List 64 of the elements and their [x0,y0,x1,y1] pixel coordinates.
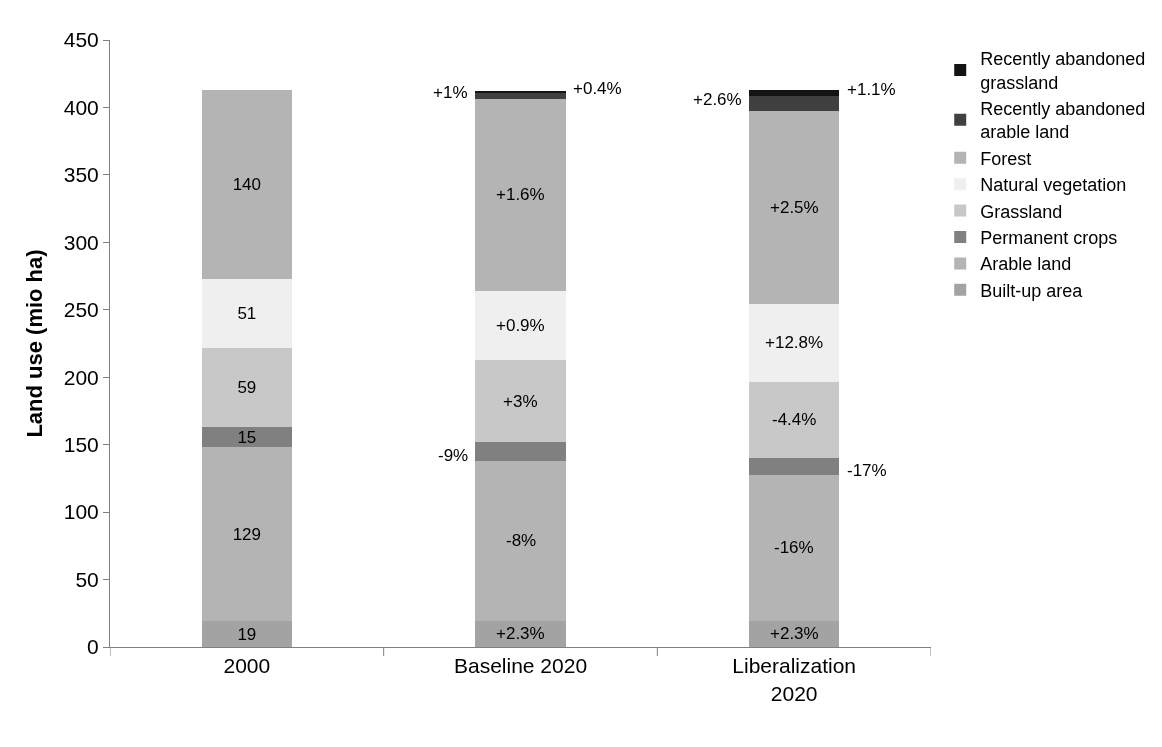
bar [201,347,292,428]
legend-label: Forest [980,148,1032,169]
y-tick-label: 150 [63,433,99,457]
annotation: +2.3% [496,624,545,643]
legend-label: Built-up area [980,280,1084,301]
y-tick-label: 250 [63,298,99,322]
bar [749,110,840,305]
annotation: +0.4% [573,79,622,98]
bar [201,278,292,348]
legend-label: Recently abandoned grassland [980,49,1146,93]
bar [475,290,566,361]
bar [475,442,566,461]
bar [749,381,840,458]
bar [475,98,566,291]
annotation: +0.9% [496,316,545,335]
bar [201,447,292,622]
bar [749,96,840,111]
y-tick-label: 0 [87,635,99,659]
bar [201,427,292,448]
data-label: 15 [237,427,257,447]
annotation: +2.6% [693,90,742,109]
annotation: +2.3% [770,624,819,643]
annotation: +3% [503,392,538,411]
annotation: -9% [438,446,469,465]
annotation: +2.5% [770,198,819,217]
bar [475,360,566,443]
y-tick-label: 400 [63,95,99,119]
bar [475,91,566,94]
y-tick-label: 350 [63,163,99,187]
bar [749,457,840,475]
y-tick-label: 50 [75,567,99,591]
annotation: +12.8% [765,333,824,352]
annotation: -4.4% [772,410,817,429]
annotation: -16% [774,538,814,557]
legend-label: Recently abandoned arable land [980,99,1146,143]
bar [201,89,292,279]
legend-label: Grassland [980,201,1063,222]
x-tick-label: Baseline 2020 [453,654,588,678]
bar [749,304,840,382]
y-tick-label: 200 [63,365,99,389]
bar [749,474,840,621]
data-label: 129 [232,524,262,544]
data-label: 19 [237,624,257,644]
annotation: +1.1% [847,80,896,99]
data-label: 140 [232,174,262,194]
legend-label: Natural vegetation [980,175,1127,196]
annotation: -17% [847,461,887,480]
bar [749,90,840,97]
bar [475,460,566,621]
bar [201,621,292,647]
bar [475,93,566,99]
data-label: 51 [237,303,257,323]
legend-label: Arable land [980,254,1072,275]
annotation: +1.6% [496,185,545,204]
y-tick-label: 450 [63,28,99,52]
y-tick-label: 300 [63,230,99,254]
x-tick-label: Liberalization 2020 [732,654,857,705]
y-axis-title: Land use (mio ha) [21,249,47,438]
annotation: -8% [506,531,537,550]
legend-label: Permanent crops [980,228,1118,249]
annotation: +1% [433,83,468,102]
y-tick-label: 100 [63,500,99,524]
data-label: 59 [237,377,257,397]
x-tick-label: 2000 [223,654,271,678]
